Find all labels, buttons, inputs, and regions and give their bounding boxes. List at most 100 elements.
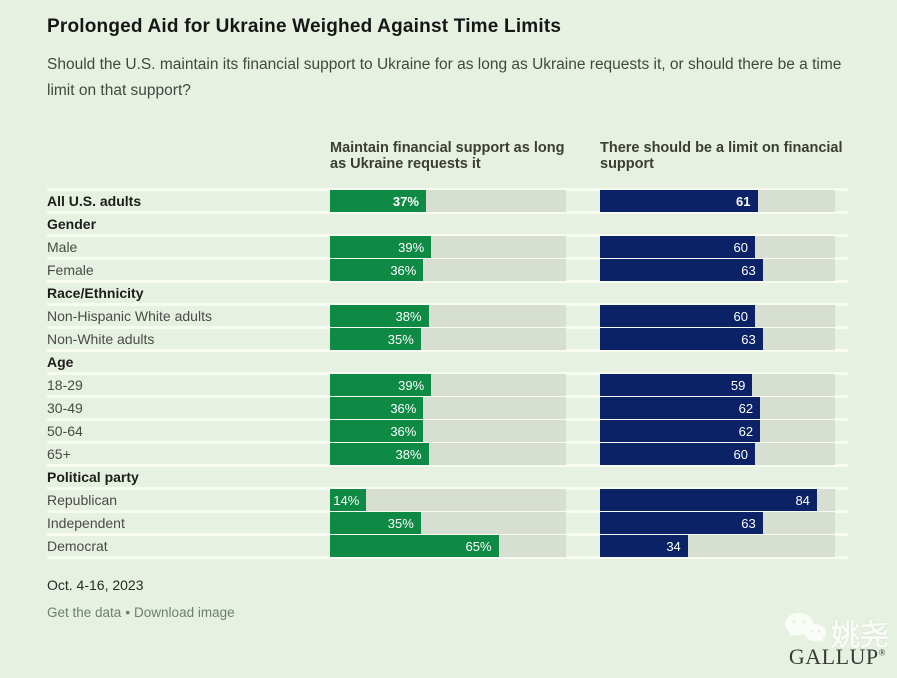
row-label: Non-White adults [47,331,155,347]
limit-bar-track: 62 [600,397,835,419]
table-row: Male 39% 60 [47,236,848,260]
survey-question: Should the U.S. maintain its financial s… [47,56,842,99]
row-label: 65+ [47,446,71,462]
limit-bar: 63 [600,259,763,281]
limit-bar-track: 62 [600,420,835,442]
maintain-bar-value: 14% [333,492,360,508]
maintain-bar: 38% [330,443,429,465]
limit-bar-value: 62 [738,423,754,439]
maintain-bar-track: 35% [330,512,566,534]
row-label: Independent [47,515,125,531]
limit-bar-track: 60 [600,305,835,327]
limit-bar-track: 61 [600,190,835,212]
table-row: Democrat 65% 34 [47,535,848,559]
row-label: 30-49 [47,400,83,416]
maintain-bar-value: 38% [395,308,422,324]
limit-bar-value: 59 [730,377,746,393]
limit-bar: 61 [600,190,758,212]
limit-bar-value: 84 [795,492,810,508]
get-the-data-link[interactable]: Get the data [47,605,122,620]
limit-bar-track: 63 [600,259,835,281]
maintain-bar: 35% [330,328,421,350]
limit-bar-value: 63 [741,331,756,347]
download-image-link[interactable]: Download image [134,605,235,620]
row-label: All U.S. adults [47,193,142,209]
maintain-bar-value: 37% [392,193,419,209]
maintain-bar-track: 36% [330,259,566,281]
maintain-bar: 14% [330,489,367,511]
maintain-bar: 36% [330,259,424,281]
row-label: Female [47,262,94,278]
maintain-bar-track: 38% [330,305,566,327]
limit-bar: 60 [600,443,755,465]
table-row: 18-29 39% 59 [47,374,848,398]
maintain-bar-value: 35% [387,515,414,531]
chart-card: Prolonged Aid for Ukraine Weighed Agains… [47,16,850,620]
maintain-bar: 39% [330,236,432,258]
table-row: Non-White adults 35% 63 [47,328,848,352]
maintain-bar-track: 14% [330,489,566,511]
maintain-bar: 37% [330,190,426,212]
maintain-bar: 38% [330,305,429,327]
table-row: Non-Hispanic White adults 38% 60 [47,305,848,329]
rows-container: All U.S. adults 37% 61 Gender Male 39% 6… [47,188,848,559]
limit-bar-value: 63 [741,515,756,531]
table-row: Gender [47,214,848,237]
links-bullet: • [125,605,131,620]
row-label: Male [47,239,78,255]
column-headers: Maintain financial support as long as Uk… [47,140,850,172]
maintain-bar-track: 36% [330,420,566,442]
row-label: Political party [47,469,139,485]
maintain-bar-value: 36% [390,423,417,439]
maintain-bar: 36% [330,420,424,442]
maintain-bar-track: 37% [330,190,566,212]
limit-bar-track: 63 [600,328,835,350]
maintain-bar: 35% [330,512,421,534]
table-row: 50-64 36% 62 [47,420,848,444]
limit-bar-track: 60 [600,443,835,465]
page-title: Prolonged Aid for Ukraine Weighed Agains… [47,16,562,37]
maintain-bar: 65% [330,535,499,557]
row-label: Democrat [47,538,108,554]
maintain-bar-track: 65% [330,535,566,557]
table-row: Race/Ethnicity [47,283,848,306]
maintain-bar-track: 39% [330,374,566,396]
maintain-bar-track: 39% [330,236,566,258]
limit-bar-track: 84 [600,489,835,511]
limit-bar-value: 63 [741,262,756,278]
limit-bar: 84 [600,489,817,511]
maintain-bar-value: 39% [398,377,425,393]
maintain-bar-value: 36% [390,400,417,416]
limit-bar-value: 62 [738,400,754,416]
limit-bar: 62 [600,397,761,419]
row-label: Race/Ethnicity [47,285,144,301]
row-label: Non-Hispanic White adults [47,308,212,324]
limit-bar-value: 60 [733,239,748,255]
limit-bar-track: 59 [600,374,835,396]
table-row: All U.S. adults 37% 61 [47,190,848,214]
table-row: Republican 14% 84 [47,489,848,513]
limit-bar-value: 60 [733,308,748,324]
limit-bar: 60 [600,236,755,258]
maintain-bar-track: 36% [330,397,566,419]
table-row: Age [47,352,848,375]
limit-bar-track: 63 [600,512,835,534]
fieldwork-date: Oct. 4-16, 2023 [47,577,144,593]
limit-bar: 63 [600,512,763,534]
row-label: Gender [47,216,97,232]
table-row: Political party [47,467,848,490]
maintain-bar: 36% [330,397,424,419]
footer-links: Get the data • Download image [47,605,850,620]
maintain-bar-value: 35% [387,331,414,347]
limit-bar: 60 [600,305,755,327]
row-label: Age [47,354,74,370]
maintain-bar-value: 36% [390,262,417,278]
limit-bar-value: 61 [736,193,751,209]
table-row: Female 36% 63 [47,259,848,283]
row-label: 50-64 [47,423,83,439]
column-header-limit: There should be a limit on financial sup… [600,140,843,172]
limit-bar-track: 34 [600,535,835,557]
column-header-maintain: Maintain financial support as long as Uk… [330,140,565,172]
limit-bar: 59 [600,374,753,396]
table-row: Independent 35% 63 [47,512,848,536]
